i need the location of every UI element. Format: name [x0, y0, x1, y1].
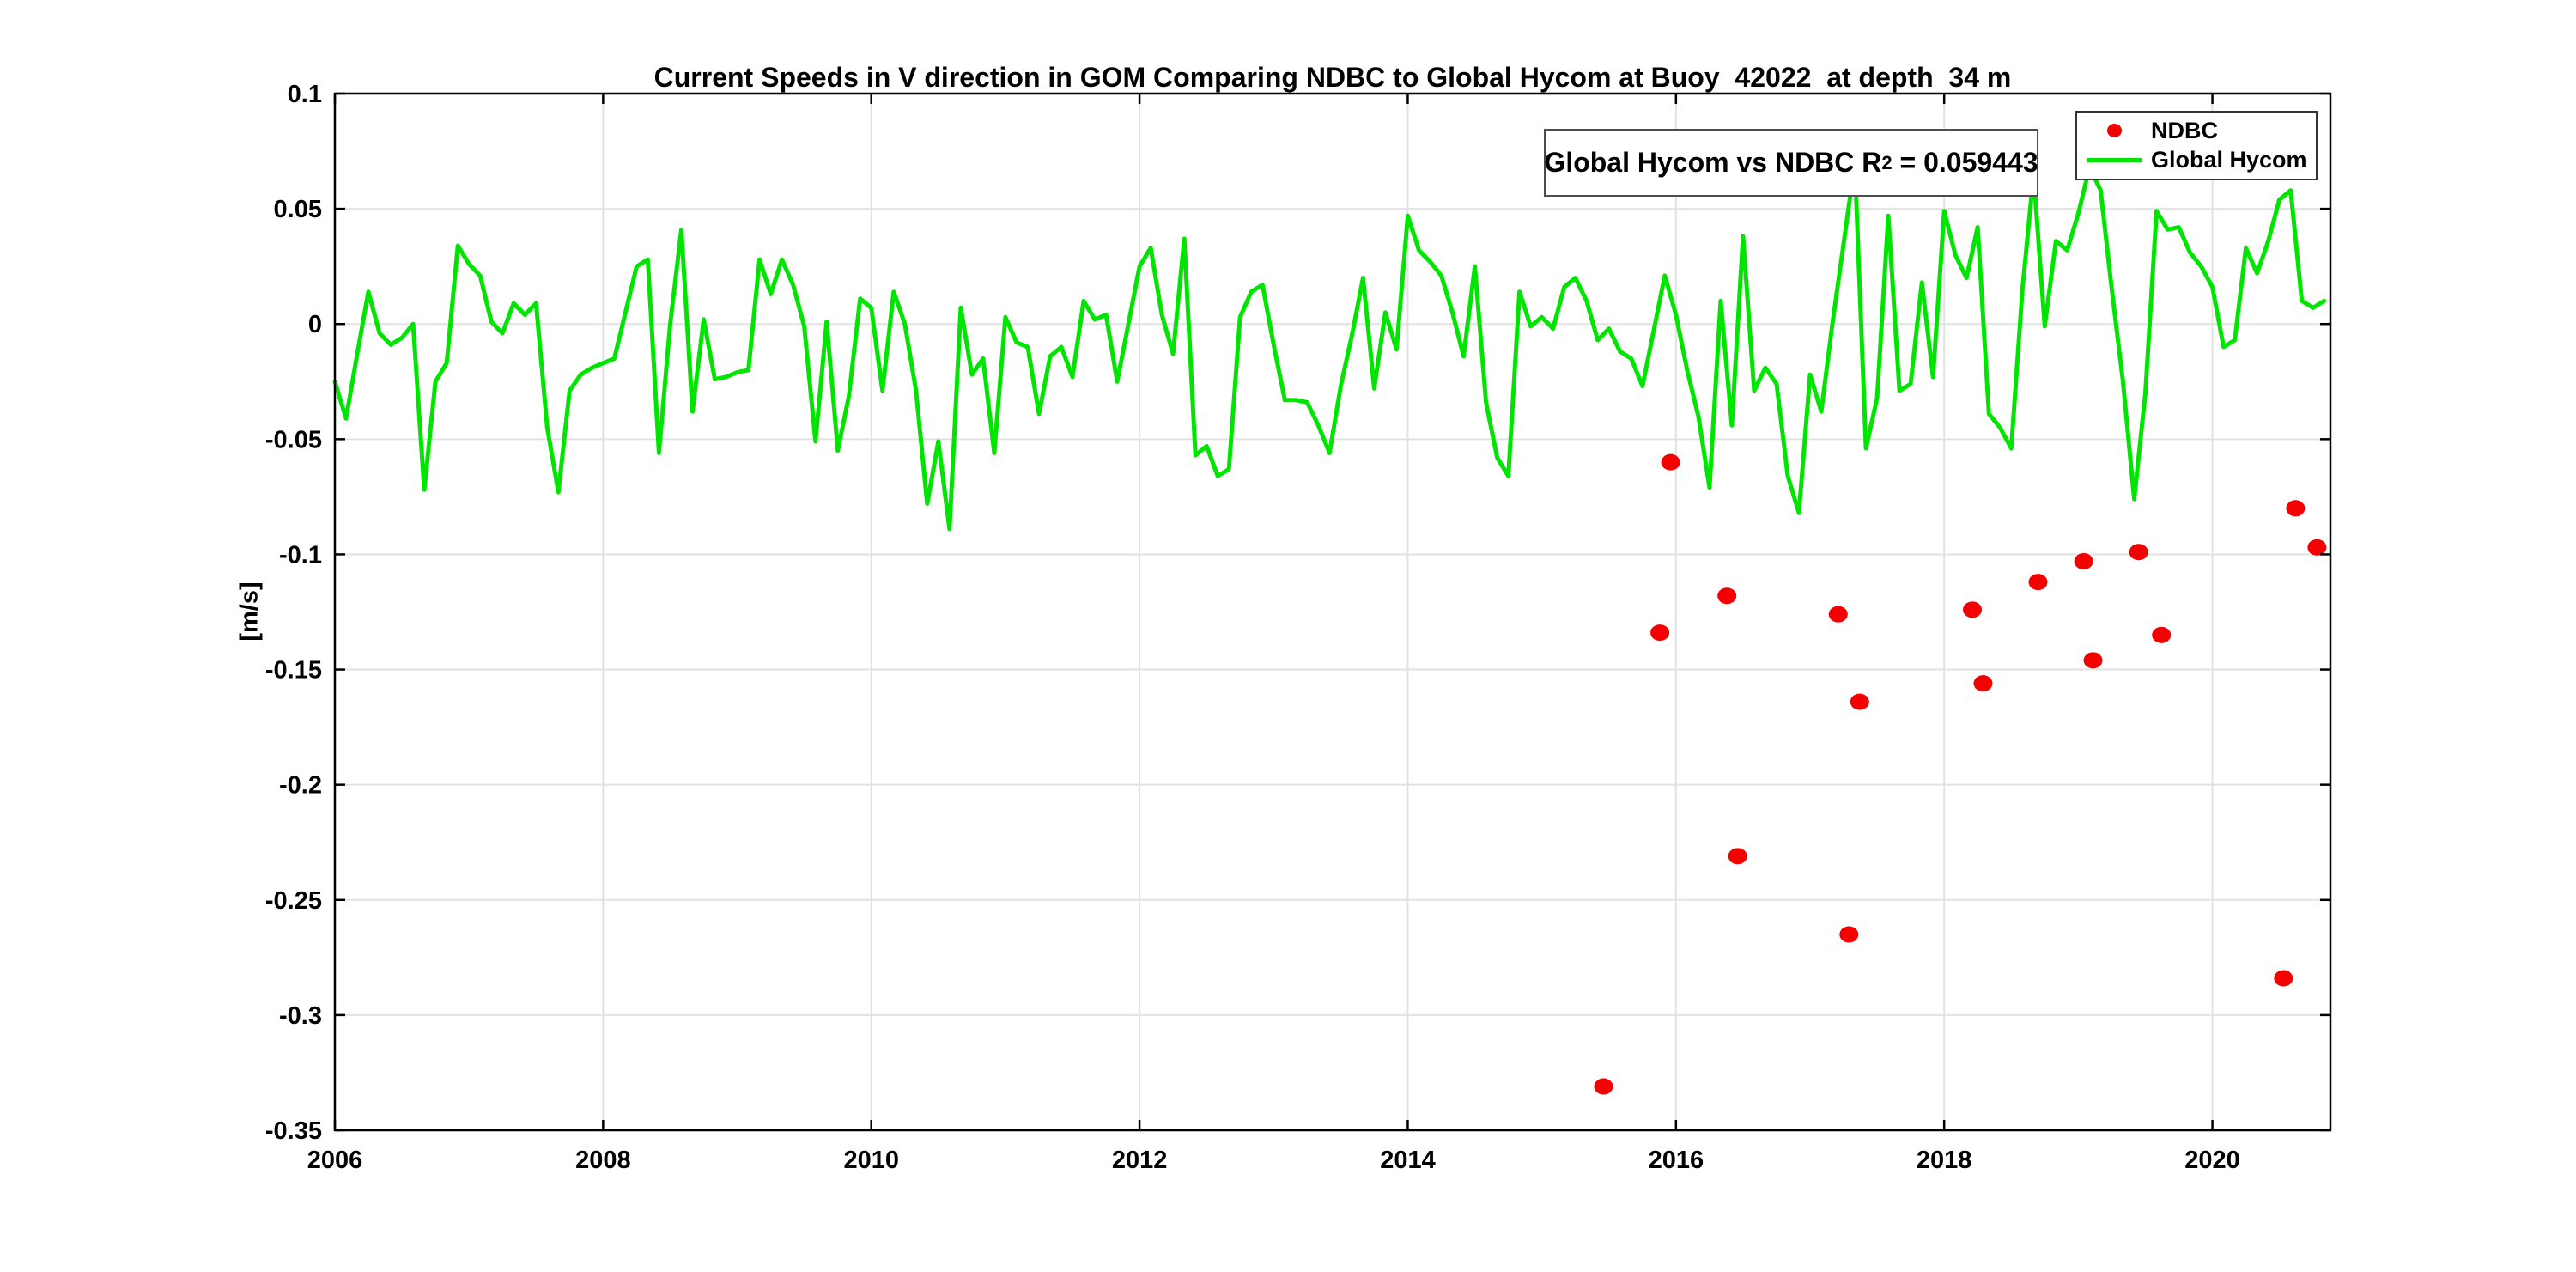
x-tick-label: 2006	[307, 1147, 363, 1174]
y-tick-label: -0.35	[265, 1117, 322, 1145]
legend-item-ndbc: NDBC	[2077, 116, 2316, 145]
r-squared-text: Global Hycom vs NDBC R	[1544, 147, 1882, 178]
ndbc-data-point	[2152, 626, 2172, 643]
ndbc-marker-icon	[2106, 124, 2122, 138]
ndbc-data-point	[1962, 601, 1982, 618]
x-tick-label: 2010	[843, 1147, 899, 1174]
ndbc-data-point	[1594, 1078, 1613, 1095]
global-hycom-series-line	[332, 161, 2327, 532]
ndbc-data-point	[1828, 606, 1848, 623]
global-hycom-line-icon	[2087, 158, 2142, 163]
legend-swatch-ndbc	[2077, 124, 2151, 138]
x-tick-label: 2008	[575, 1147, 631, 1174]
r-squared-value: = 0.059443	[1892, 147, 2038, 178]
y-axis-label: [m/s]	[235, 581, 264, 642]
ndbc-data-point	[1728, 848, 1747, 865]
ndbc-data-point	[2129, 544, 2148, 561]
chart-title: Current Speeds in V direction in GOM Com…	[653, 62, 2012, 93]
ndbc-data-point	[1850, 693, 1869, 710]
y-tick-label: 0.05	[274, 196, 322, 223]
x-tick-label: 2016	[1649, 1147, 1704, 1174]
axis-frame	[333, 92, 2332, 1132]
ndbc-data-point	[2028, 574, 2048, 591]
x-tick-label: 2012	[1112, 1147, 1168, 1174]
legend-label-ndbc: NDBC	[2151, 117, 2218, 143]
ndbc-data-point	[1650, 624, 1670, 642]
y-tick-label: -0.25	[265, 887, 322, 915]
ndbc-data-point	[2074, 552, 2093, 569]
ndbc-data-point	[1661, 453, 1680, 471]
y-tick-label: -0.05	[265, 426, 322, 453]
legend-item-global-hycom: Global Hycom	[2077, 146, 2316, 175]
y-tick-label: -0.2	[279, 772, 322, 800]
x-tick-label: 2018	[1917, 1147, 1972, 1174]
legend-label-global-hycom: Global Hycom	[2151, 147, 2307, 173]
legend: NDBC Global Hycom	[2075, 111, 2318, 180]
ndbc-data-point	[2083, 652, 2103, 669]
ndbc-data-point	[1839, 926, 1859, 943]
ndbc-data-point	[2286, 500, 2306, 517]
ndbc-data-point	[2307, 539, 2327, 556]
ndbc-data-point	[2274, 970, 2293, 987]
y-tick-label: 0.1	[288, 81, 322, 108]
y-tick-label: -0.1	[279, 541, 322, 569]
ndbc-data-point	[1717, 587, 1737, 605]
y-tick-label: -0.15	[265, 657, 322, 685]
legend-swatch-global-hycom	[2077, 158, 2151, 163]
y-tick-label: 0	[308, 311, 322, 338]
x-tick-label: 2020	[2184, 1147, 2240, 1174]
y-tick-label: -0.3	[279, 1002, 322, 1030]
ndbc-data-point	[1973, 675, 1993, 692]
x-tick-label: 2014	[1380, 1147, 1436, 1174]
